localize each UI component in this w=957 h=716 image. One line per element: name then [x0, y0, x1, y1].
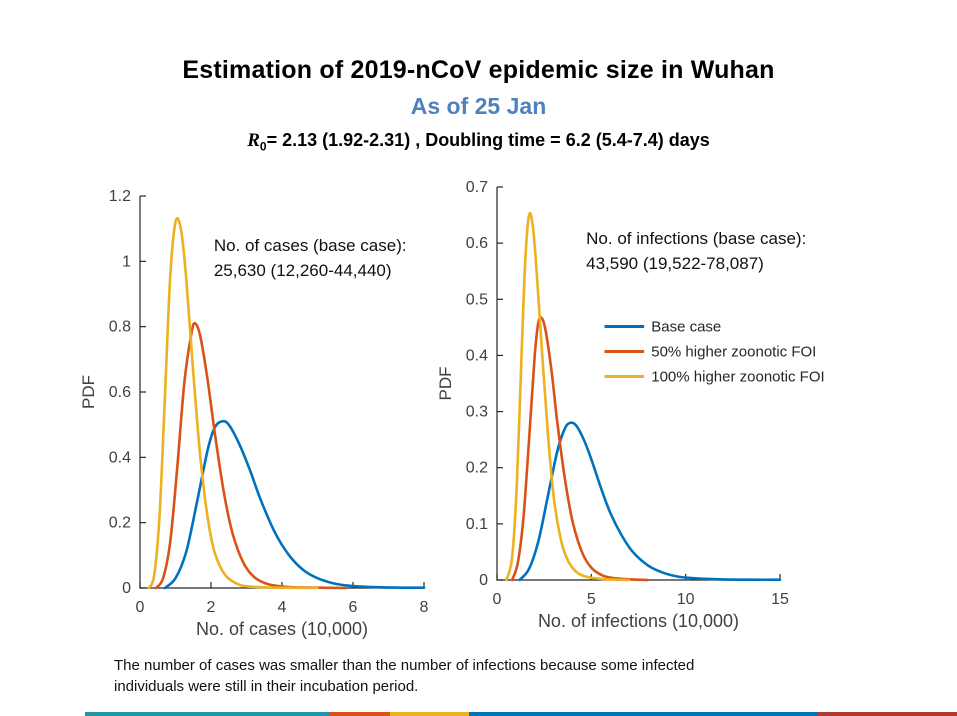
- legend-label: 100% higher zoonotic FOI: [651, 369, 824, 386]
- bottom-strip-segment: [390, 712, 469, 716]
- x-tick-label: 4: [278, 599, 287, 616]
- x-tick-label: 8: [420, 599, 429, 616]
- y-axis-label: PDF: [436, 367, 455, 401]
- bottom-strip-segment: [468, 712, 818, 716]
- y-tick-label: 0.3: [466, 404, 488, 421]
- y-tick-label: 0: [479, 572, 488, 589]
- y-tick-label: 0.5: [466, 291, 488, 308]
- y-tick-label: 0.4: [109, 449, 131, 466]
- x-tick-label: 15: [771, 591, 789, 608]
- footnote-line-2: individuals were still in their incubati…: [114, 677, 419, 695]
- y-tick-label: 0.7: [466, 179, 488, 196]
- subtitle: As of 25 Jan: [410, 93, 547, 119]
- header: Estimation of 2019-nCoV epidemic size in…: [0, 56, 957, 154]
- series-curve: [505, 211, 631, 582]
- bottom-strip-segment: [817, 712, 957, 716]
- x-tick-label: 5: [587, 591, 596, 608]
- x-axis-label: No. of infections (10,000): [538, 611, 739, 631]
- annotation-line: 43,590 (19,522-78,087): [586, 254, 764, 273]
- y-axis-label: PDF: [79, 375, 98, 409]
- series-curve: [510, 316, 650, 582]
- series-curve: [147, 216, 319, 590]
- r0-symbol: R: [247, 130, 260, 151]
- r0-subscript: 0: [259, 139, 267, 154]
- y-tick-label: 1.2: [109, 188, 131, 205]
- x-tick-label: 10: [677, 591, 695, 608]
- annotation-line: 25,630 (12,260-44,440): [214, 261, 392, 280]
- legend-label: Base case: [651, 319, 721, 336]
- y-tick-label: 0.4: [466, 347, 488, 364]
- footnote: The number of cases was smaller than the…: [114, 656, 694, 697]
- y-tick-label: 0.2: [466, 460, 488, 477]
- series-curve: [154, 321, 348, 590]
- x-tick-label: 6: [349, 599, 358, 616]
- x-tick-label: 0: [136, 599, 145, 616]
- x-axis-label: No. of cases (10,000): [196, 619, 368, 639]
- legend-label: 50% higher zoonotic FOI: [651, 344, 816, 361]
- y-tick-label: 0.8: [109, 319, 131, 336]
- y-tick-label: 0.6: [466, 235, 488, 252]
- bottom-strip: [85, 712, 957, 716]
- series-curve: [163, 419, 426, 590]
- annotation-line: No. of infections (base case):: [586, 229, 806, 248]
- chart-infections-pdf: 0 5 10 15 0 0.1 0.2 0.3 0.4 0.5 0.6 0.7 PDF No. of in…: [436, 179, 825, 631]
- page-title: Estimation of 2019-nCoV epidemic size in…: [182, 56, 775, 84]
- y-tick-label: 0: [122, 580, 131, 597]
- series-curve: [518, 421, 782, 582]
- annotation-line: No. of cases (base case):: [214, 236, 407, 255]
- x-tick-label: 2: [207, 599, 216, 616]
- bottom-strip-segment: [85, 712, 330, 716]
- chart-cases-pdf: 0 2 4 6 8 0 0.2 0.4 0.6 0.8 1 1.2 PDF No. of cases (1…: [79, 188, 429, 639]
- y-tick-label: 0.2: [109, 515, 131, 532]
- bottom-strip-segment: [329, 712, 391, 716]
- y-tick-label: 0.1: [466, 516, 488, 533]
- params-text: = 2.13 (1.92-2.31) , Doubling time = 6.2…: [266, 130, 710, 150]
- y-tick-label: 0.6: [109, 384, 131, 401]
- x-tick-label: 0: [493, 591, 502, 608]
- params-line: R0= 2.13 (1.92-2.31) , Doubling time = 6…: [0, 130, 957, 154]
- footnote-line-1: The number of cases was smaller than the…: [114, 657, 695, 674]
- y-tick-label: 1: [122, 253, 131, 270]
